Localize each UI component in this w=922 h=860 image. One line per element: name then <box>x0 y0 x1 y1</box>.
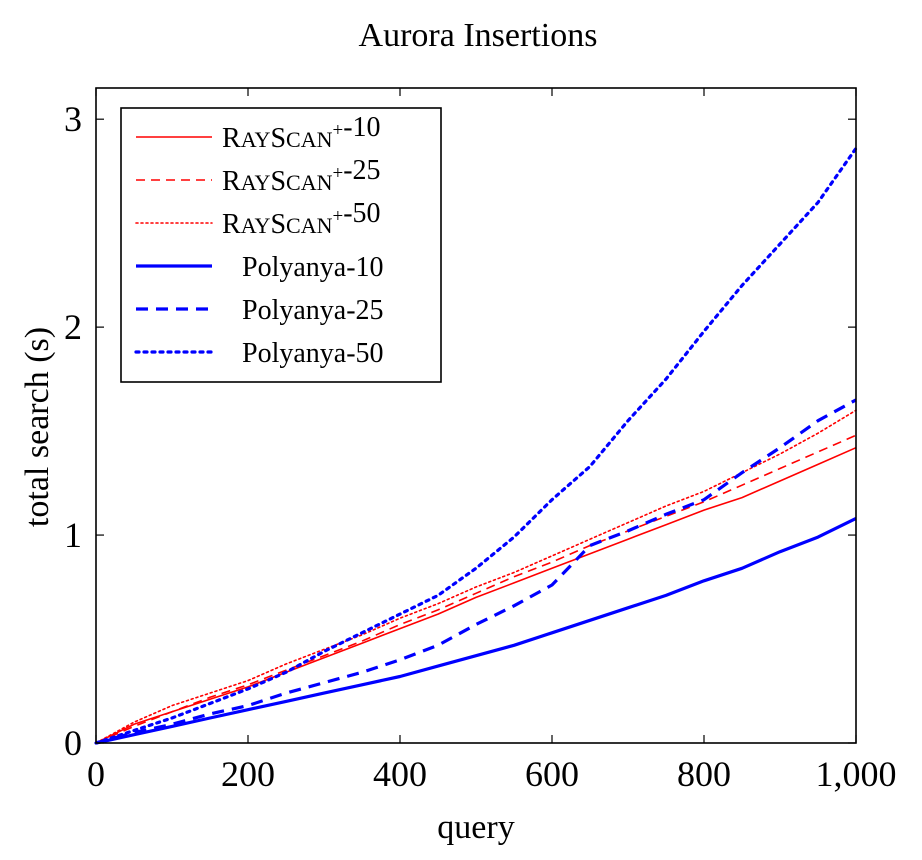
x-tick-label: 600 <box>525 754 579 794</box>
legend-label-polyanya-25: Polyanya-25 <box>242 295 384 326</box>
tick-layer: 0 200 400 600 800 1,000 0 1 2 3 <box>64 88 897 794</box>
x-tick-label: 1,000 <box>816 754 897 794</box>
series-line-rayscan-25 <box>95 434 857 744</box>
series-line-polyanya-50 <box>94 146 858 745</box>
legend-label-polyanya-10: Polyanya-10 <box>242 252 384 283</box>
series-line-rayscan-10 <box>95 446 857 744</box>
legend-box <box>120 107 442 383</box>
series-line-polyanya-25 <box>95 398 857 745</box>
y-tick-label: 3 <box>64 99 82 139</box>
plot-frame <box>95 87 857 744</box>
y-axis-label: total search (s) <box>19 327 56 527</box>
x-tick-label: 0 <box>87 754 105 794</box>
legend-label-rayscan-10: RAYSCAN+-10 <box>222 112 381 154</box>
legend-label-rayscan-50: RAYSCAN+-50 <box>222 198 381 240</box>
x-tick-label: 400 <box>373 754 427 794</box>
legend-label-polyanya-50: Polyanya-50 <box>242 338 384 369</box>
y-tick-label: 1 <box>64 515 82 555</box>
chart-title: Aurora Insertions <box>359 17 598 54</box>
y-tick-label: 0 <box>64 723 82 763</box>
legend-label-rayscan-25: RAYSCAN+-25 <box>222 155 381 197</box>
y-tick-label: 2 <box>64 307 82 347</box>
series-line-rayscan-50 <box>95 409 857 744</box>
series-layer <box>94 146 858 745</box>
x-tick-label: 200 <box>221 754 275 794</box>
series-line-polyanya-10 <box>95 516 857 745</box>
x-tick-label: 800 <box>677 754 731 794</box>
x-axis-label: query <box>437 809 514 846</box>
